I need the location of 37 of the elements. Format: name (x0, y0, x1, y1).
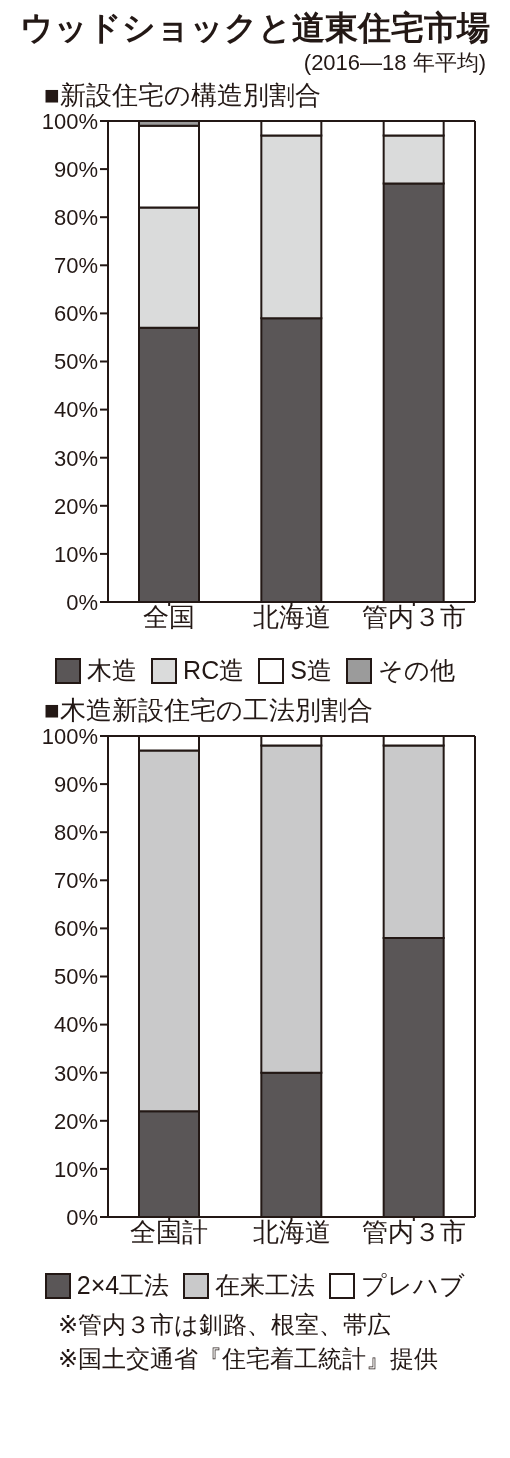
y-tick-label: 40% (53, 397, 98, 423)
legend-label: S造 (290, 655, 332, 686)
y-tick-label: 50% (53, 349, 98, 375)
y-tick-label: 10% (53, 541, 98, 567)
y-tick-label: 70% (53, 868, 98, 894)
y-tick-label: 30% (53, 445, 98, 471)
legend-label: 2×4工法 (76, 1270, 170, 1301)
y-tick-label: 80% (53, 205, 98, 231)
y-tick-label: 80% (53, 820, 98, 846)
x-tick-label: 管内３市 (361, 602, 466, 633)
legend-label: RC造 (183, 655, 245, 686)
y-tick-label: 0% (66, 1204, 98, 1230)
y-tick-label: 70% (53, 253, 98, 279)
x-tick-label: 全国計 (130, 1217, 209, 1248)
y-tick-label: 20% (53, 1108, 98, 1134)
y-tick-label: 60% (53, 916, 98, 942)
x-tick-label: 北海道 (252, 1217, 331, 1248)
y-tick-label: 20% (53, 493, 98, 519)
y-tick-label: 50% (53, 964, 98, 990)
y-tick-label: 40% (53, 1012, 98, 1038)
y-tick-label: 10% (53, 1156, 98, 1182)
y-tick-label: 60% (53, 301, 98, 327)
y-tick-label: 90% (53, 156, 98, 182)
y-tick-label: 0% (66, 589, 98, 615)
y-tick-label: 90% (53, 771, 98, 797)
x-tick-label: 全国 (143, 602, 196, 633)
y-tick-label: 30% (53, 1060, 98, 1086)
legend-label: 在来工法 (215, 1270, 316, 1301)
text: ※国土交通省『住宅着工統計』提供 (57, 1344, 440, 1374)
text: ※管内３市は釧路、根室、帯広 (57, 1310, 393, 1340)
legend-label: その他 (377, 655, 455, 686)
x-tick-label: 管内３市 (361, 1217, 466, 1248)
chart-title: ウッドショックと道東住宅市場 (19, 8, 491, 48)
chart-subtitle: (2016—18 年平均) (302, 49, 487, 77)
legend-label: 木造 (87, 655, 138, 686)
x-tick-label: 北海道 (252, 602, 331, 633)
legend-label: プレハブ (361, 1270, 466, 1301)
